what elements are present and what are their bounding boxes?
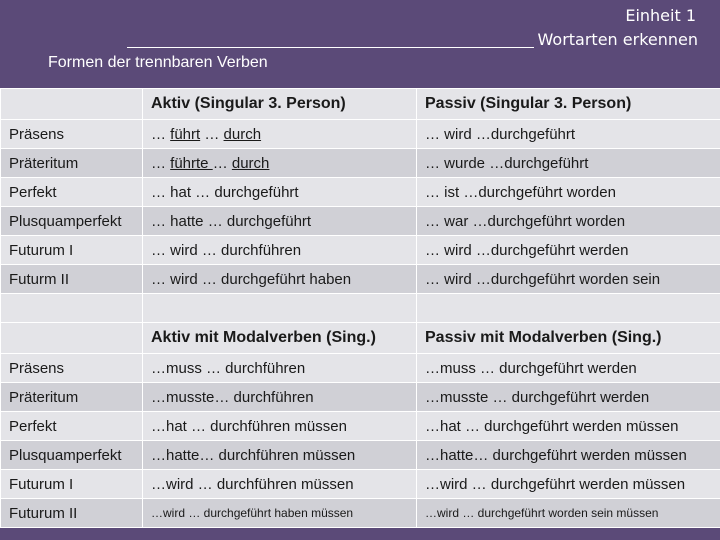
aktiv-text: …	[200, 125, 224, 143]
tense-cell: Futurm II	[0, 264, 143, 294]
verb-forms-table: Aktiv (Singular 3. Person) Passiv (Singu…	[0, 88, 720, 528]
passiv-cell: … ist …durchgeführt worden	[416, 177, 720, 207]
table-header-row-modal: Aktiv mit Modalverben (Sing.) Passiv mit…	[0, 322, 720, 354]
column-header-aktiv: Aktiv (Singular 3. Person)	[142, 88, 417, 120]
table-row: Präteritum …musste… durchführen …musste …	[0, 382, 720, 412]
table-row: Perfekt … hat … durchgeführt … ist …durc…	[0, 177, 720, 207]
aktiv-cell: …hatte… durchführen müssen	[142, 440, 417, 470]
aktiv-cell: …wird … durchführen müssen	[142, 469, 417, 499]
table-row: Futurum I …wird … durchführen müssen …wi…	[0, 469, 720, 499]
aktiv-cell: … wird … durchgeführt haben	[142, 264, 417, 294]
unit-subtitle: Wortarten erkennen	[537, 30, 698, 49]
tense-cell: Futurum II	[0, 498, 143, 528]
header-corner-cell	[0, 322, 143, 354]
spacer-row	[0, 293, 720, 323]
underlined-particle: durch	[223, 125, 262, 143]
aktiv-text: …	[212, 154, 232, 172]
passiv-cell: … wird …durchgeführt werden	[416, 235, 720, 265]
aktiv-cell: … hat … durchgeführt	[142, 177, 417, 207]
table-row: Präsens …muss … durchführen …muss … durc…	[0, 353, 720, 383]
aktiv-cell: … wird … durchführen	[142, 235, 417, 265]
table-row: Plusquamperfekt …hatte… durchführen müss…	[0, 440, 720, 470]
tense-cell: Plusquamperfekt	[0, 440, 143, 470]
table-row: Präteritum … führte … durch … wurde …dur…	[0, 148, 720, 178]
tense-cell: Futurum I	[0, 469, 143, 499]
aktiv-cell: … hatte … durchgeführt	[142, 206, 417, 236]
unit-title: Einheit 1	[625, 6, 696, 25]
blank-cell	[416, 293, 720, 323]
tense-cell: Präteritum	[0, 382, 143, 412]
passiv-cell: … wurde …durchgeführt	[416, 148, 720, 178]
passiv-cell: …muss … durchgeführt werden	[416, 353, 720, 383]
aktiv-cell: …musste… durchführen	[142, 382, 417, 412]
passiv-cell: … war …durchgeführt worden	[416, 206, 720, 236]
tense-cell: Futurum I	[0, 235, 143, 265]
passiv-cell: … wird …durchgeführt worden sein	[416, 264, 720, 294]
aktiv-cell: …muss … durchführen	[142, 353, 417, 383]
column-header-passiv-modal: Passiv mit Modalverben (Sing.)	[416, 322, 720, 354]
aktiv-cell: …wird … durchgeführt haben müssen	[142, 498, 417, 528]
aktiv-cell: …hat … durchführen müssen	[142, 411, 417, 441]
table-row: Futurum I … wird … durchführen … wird …d…	[0, 235, 720, 265]
page-title: Formen der trennbaren Verben	[48, 54, 268, 71]
aktiv-cell: … führte … durch	[142, 148, 417, 178]
passiv-cell: …wird … durchgeführt worden sein müssen	[416, 498, 720, 528]
tense-cell: Präsens	[0, 353, 143, 383]
aktiv-cell: … führt … durch	[142, 119, 417, 149]
underlined-verb: führte	[170, 154, 213, 172]
tense-cell: Perfekt	[0, 411, 143, 441]
blank-cell	[142, 293, 417, 323]
underlined-verb: führt	[170, 125, 201, 143]
aktiv-text: …	[151, 154, 171, 172]
passiv-cell: … wird …durchgeführt	[416, 119, 720, 149]
column-header-passiv: Passiv (Singular 3. Person)	[416, 88, 720, 120]
aktiv-text: …	[151, 125, 171, 143]
blank-cell	[0, 293, 143, 323]
table-row: Plusquamperfekt … hatte … durchgeführt ……	[0, 206, 720, 236]
header-corner-cell	[0, 88, 143, 120]
tense-cell: Perfekt	[0, 177, 143, 207]
title-divider	[127, 47, 534, 48]
tense-cell: Präsens	[0, 119, 143, 149]
table-row: Präsens … führt … durch … wird …durchgef…	[0, 119, 720, 149]
table-row: Futurum II …wird … durchgeführt haben mü…	[0, 498, 720, 528]
passiv-cell: …hat … durchgeführt werden müssen	[416, 411, 720, 441]
tense-cell: Präteritum	[0, 148, 143, 178]
passiv-cell: …hatte… durchgeführt werden müssen	[416, 440, 720, 470]
table-row: Perfekt …hat … durchführen müssen …hat ……	[0, 411, 720, 441]
table-header-row: Aktiv (Singular 3. Person) Passiv (Singu…	[0, 88, 720, 120]
passiv-cell: …musste … durchgeführt werden	[416, 382, 720, 412]
table-row: Futurm II … wird … durchgeführt haben … …	[0, 264, 720, 294]
underlined-particle: durch	[231, 154, 270, 172]
passiv-cell: …wird … durchgeführt werden müssen	[416, 469, 720, 499]
column-header-aktiv-modal: Aktiv mit Modalverben (Sing.)	[142, 322, 417, 354]
tense-cell: Plusquamperfekt	[0, 206, 143, 236]
